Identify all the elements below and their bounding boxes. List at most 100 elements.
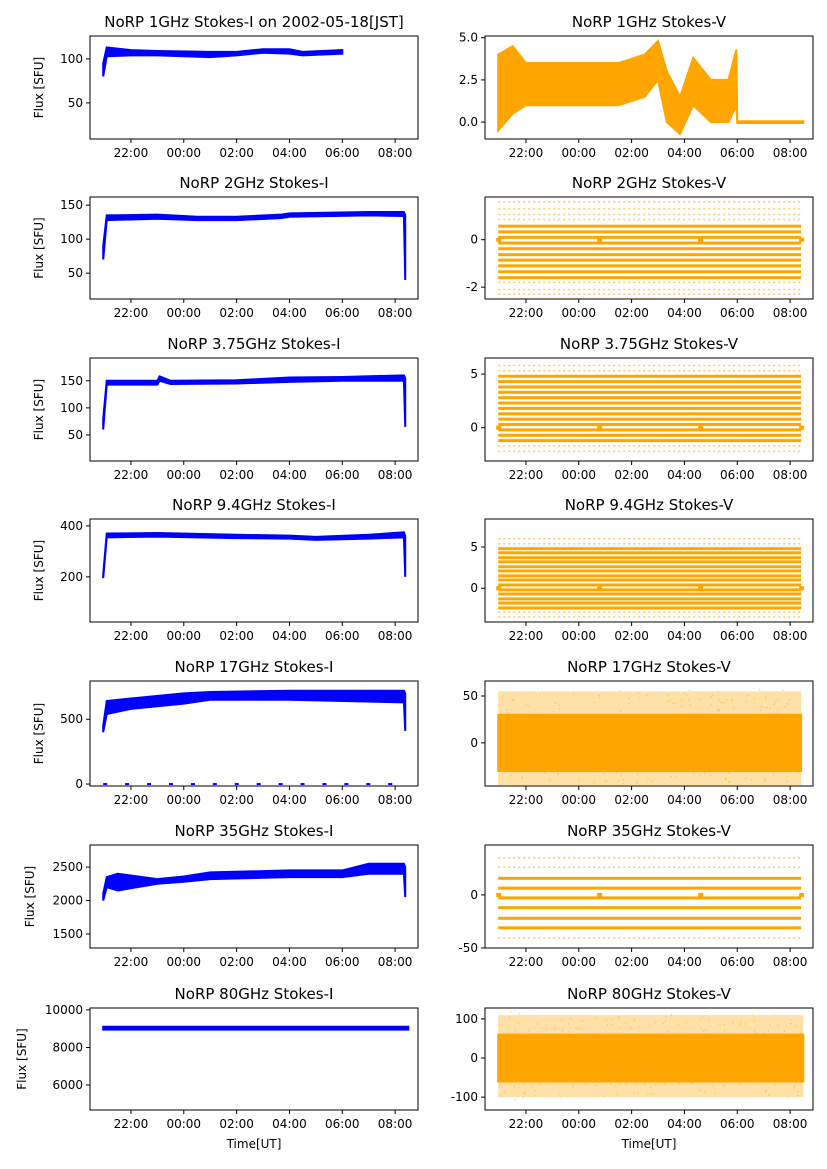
x-tick-label: 22:00 — [509, 955, 544, 969]
quantized-level — [498, 876, 802, 880]
axes-frame — [89, 680, 419, 787]
data-point — [710, 696, 712, 698]
data-point — [759, 709, 762, 712]
data-point — [761, 706, 763, 708]
data-point — [730, 698, 733, 700]
quantized-level — [498, 916, 802, 920]
y-tick-label: 150 — [60, 198, 83, 212]
plot-area — [496, 200, 805, 296]
x-tick-label: 08:00 — [773, 629, 808, 643]
data-point — [605, 1019, 607, 1022]
data-point — [670, 1013, 673, 1015]
data-point — [707, 707, 709, 709]
subplot-4: NoRP 3.75GHz Stokes-I 22:00 00:00 02:00 04:0… — [32, 335, 419, 482]
x-tick-label: 22:00 — [509, 468, 544, 482]
x-tick-label: 06:00 — [720, 146, 755, 160]
axes-frame — [484, 680, 814, 787]
data-point — [624, 1022, 627, 1024]
data-point — [514, 1029, 516, 1031]
data-point — [678, 1082, 681, 1084]
data-point — [799, 425, 805, 430]
x-tick-label: 02:00 — [219, 468, 254, 482]
data-point — [773, 703, 776, 706]
data-point — [765, 695, 767, 697]
data-point — [513, 1086, 515, 1088]
data-point — [764, 779, 767, 781]
data-point — [602, 772, 605, 775]
series-band — [102, 862, 407, 901]
axes-frame — [484, 196, 814, 300]
y-axis-label: Flux [SFU] — [32, 217, 46, 278]
y-tick-label: 0 — [470, 1051, 478, 1065]
data-point — [533, 1090, 536, 1092]
x-tick-label: 02:00 — [614, 793, 649, 807]
data-point — [521, 776, 523, 778]
y-tick-label: 2.5 — [459, 73, 478, 87]
quantized-level — [498, 588, 802, 592]
x-tick-label: 06:00 — [325, 793, 360, 807]
series-band — [102, 531, 407, 579]
data-point — [664, 1020, 667, 1022]
data-point — [622, 783, 625, 785]
data-point — [698, 698, 701, 701]
data-point — [651, 780, 654, 782]
x-tick-label: 08:00 — [378, 955, 413, 969]
quantized-level — [498, 886, 802, 890]
data-point — [620, 775, 622, 777]
y-axis-label: Flux [SFU] — [32, 540, 46, 601]
data-point — [667, 701, 669, 703]
x-tick-label: 02:00 — [219, 146, 254, 160]
quantized-level — [498, 247, 802, 251]
data-point — [168, 783, 173, 786]
data-point — [732, 1021, 734, 1024]
data-point — [722, 701, 725, 704]
plot-area — [497, 1011, 805, 1101]
data-point — [500, 1095, 502, 1097]
data-point — [534, 1095, 537, 1097]
x-tick-label: 02:00 — [614, 1117, 649, 1131]
plot-area — [496, 538, 805, 618]
data-point — [699, 1089, 701, 1092]
x-tick-label: 06:00 — [325, 1117, 360, 1131]
data-point — [637, 692, 639, 694]
data-point — [508, 1016, 511, 1018]
data-point — [774, 1084, 776, 1086]
axes-frame — [484, 357, 814, 462]
data-point — [560, 1097, 563, 1099]
data-point — [672, 702, 674, 705]
data-point — [728, 781, 730, 783]
data-point — [790, 1019, 792, 1021]
data-point — [103, 783, 108, 786]
data-point — [704, 772, 706, 775]
x-tick-label: 22:00 — [509, 306, 544, 320]
subplot-title: NoRP 17GHz Stokes-I — [175, 658, 334, 676]
data-point — [751, 778, 753, 781]
data-point — [496, 425, 502, 430]
data-point — [517, 1022, 520, 1024]
y-tick-label: 500 — [60, 712, 83, 726]
data-point — [649, 1086, 652, 1088]
data-point — [769, 1024, 771, 1026]
x-tick-label: 06:00 — [720, 468, 755, 482]
data-point — [637, 1092, 639, 1094]
x-axis-label: Time[UT] — [621, 1137, 677, 1151]
y-tick-label: 0 — [470, 581, 478, 595]
axes-frame — [484, 844, 814, 949]
data-point — [537, 688, 539, 690]
data-point — [496, 586, 502, 591]
data-point — [799, 892, 805, 897]
data-point — [634, 1082, 637, 1084]
data-point — [572, 1084, 574, 1086]
subplot-3: NoRP 2GHz Stokes-V 22:00 00:00 02:00 04:00 06… — [466, 174, 814, 320]
data-point — [670, 1014, 672, 1017]
data-point — [597, 586, 603, 591]
y-tick-label: 0 — [470, 233, 478, 247]
data-point — [795, 1025, 798, 1027]
axes-frame — [89, 35, 419, 140]
data-point — [703, 1091, 706, 1094]
data-point — [618, 1083, 621, 1085]
data-point — [496, 892, 502, 897]
data-point — [692, 773, 695, 775]
data-point — [777, 699, 779, 702]
y-tick-label: 0 — [470, 888, 478, 902]
